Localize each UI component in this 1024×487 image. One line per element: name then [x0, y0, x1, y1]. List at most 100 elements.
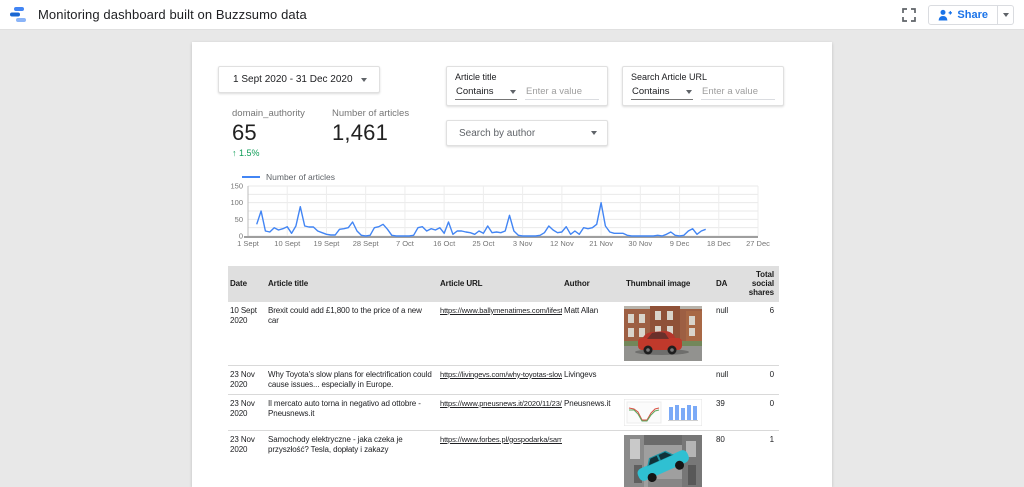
scorecard-label: domain_authority: [232, 108, 305, 119]
articles-time-series-chart[interactable]: 0 50 100 150 1 Sept 10 Sept 19 Sept 28 Sept 7 Oc…: [212, 182, 770, 249]
legend-line-swatch: [242, 176, 260, 178]
table-row: 23 Nov 2020 Samochody elektryczne - jaka …: [228, 431, 779, 487]
article-author: Livingevs: [564, 369, 597, 379]
column-header[interactable]: Thumbnail image: [626, 279, 691, 289]
article-shares: 0: [769, 369, 774, 379]
svg-text:50: 50: [235, 215, 243, 224]
thumbnail-red-car-street: [624, 305, 708, 361]
article-date: 23 Nov 2020: [230, 398, 255, 418]
filter-operator-select[interactable]: Contains: [455, 85, 517, 100]
column-header[interactable]: DA: [716, 279, 728, 289]
article-author: [562, 431, 624, 487]
article-da: 39: [716, 398, 725, 408]
column-header[interactable]: Total social shares: [748, 270, 774, 298]
fullscreen-icon[interactable]: [902, 7, 917, 22]
svg-text:16 Oct: 16 Oct: [433, 239, 456, 248]
share-button-label: Share: [957, 8, 988, 21]
svg-text:0: 0: [239, 232, 243, 241]
column-header[interactable]: Article title: [268, 279, 309, 289]
filter-article-url: Search Article URL Contains: [622, 66, 784, 106]
article-date: 10 Sept 2020: [230, 305, 257, 325]
svg-text:1 Sept: 1 Sept: [237, 239, 260, 248]
article-thumbnail: [624, 366, 714, 394]
date-range-control[interactable]: 1 Sept 2020 - 31 Dec 2020: [218, 66, 380, 93]
scorecard-number-of-articles: Number of articles 1,461: [332, 108, 409, 146]
article-url-link[interactable]: https://www.ballymenatimes.com/lifestyl: [440, 305, 562, 315]
scorecard-value: 1,461: [332, 120, 389, 145]
column-header[interactable]: Date: [230, 279, 247, 289]
article-shares: 6: [769, 305, 774, 315]
filter-operator-value: Contains: [456, 86, 494, 97]
scorecard-label: Number of articles: [332, 108, 410, 119]
article-url-cell: https://www.forbes.pl/gospodarka/samoc: [438, 431, 562, 487]
article-date: 23 Nov 2020: [230, 434, 255, 454]
column-header[interactable]: Author: [564, 279, 590, 289]
svg-text:25 Oct: 25 Oct: [472, 239, 495, 248]
scorecard-change: ↑ 1.5%: [232, 148, 305, 158]
article-title: Samochody elektryczne - jaka czeka je pr…: [268, 434, 403, 454]
table-body: 10 Sept 2020 Brexit could add £1,800 to t…: [228, 302, 779, 487]
article-title: Brexit could add £1,800 to the price of …: [268, 305, 422, 325]
share-dropdown-button[interactable]: [998, 4, 1014, 25]
svg-text:12 Nov: 12 Nov: [550, 239, 574, 248]
table-row: 23 Nov 2020 Il mercato auto torna in nega…: [228, 395, 779, 431]
author-filter-select[interactable]: Search by author: [446, 120, 608, 146]
article-shares: 1: [769, 434, 774, 444]
share-button-group: Share: [928, 4, 1014, 25]
svg-text:27 Dec: 27 Dec: [746, 239, 770, 248]
scorecard-change-value: 1.5%: [239, 148, 260, 158]
filter-operator-select[interactable]: Contains: [631, 85, 693, 100]
chevron-down-icon: [1002, 12, 1009, 17]
filter-label: Article title: [455, 72, 497, 82]
article-author: Matt Allan: [564, 305, 599, 315]
scorecard-domain-authority: domain_authority 65 ↑ 1.5%: [232, 108, 305, 158]
svg-text:7 Oct: 7 Oct: [396, 239, 415, 248]
svg-text:30 Nov: 30 Nov: [628, 239, 652, 248]
report-page: 1 Sept 2020 - 31 Dec 2020 Article title …: [192, 42, 832, 487]
article-thumbnail: [624, 395, 714, 430]
article-date: 23 Nov 2020: [230, 369, 255, 389]
column-header[interactable]: Article URL: [440, 279, 483, 289]
up-arrow-icon: ↑: [232, 148, 237, 158]
filter-label: Search Article URL: [631, 72, 708, 82]
author-filter-label: Search by author: [459, 127, 536, 139]
svg-text:19 Sept: 19 Sept: [314, 239, 341, 248]
share-button[interactable]: Share: [928, 4, 998, 25]
article-da: 80: [716, 434, 725, 444]
article-shares: 0: [769, 398, 774, 408]
article-thumbnail: [624, 302, 714, 365]
article-url-link[interactable]: https://livingevs.com/why-toyotas-slow-: [440, 369, 562, 379]
chevron-down-icon: [591, 131, 597, 135]
filter-article-title: Article title Contains: [446, 66, 608, 106]
filter-value-input[interactable]: [701, 85, 775, 100]
chart-legend: Number of articles: [242, 172, 335, 182]
article-url-link[interactable]: https://www.forbes.pl/gospodarka/samoc: [440, 434, 562, 444]
app-header: Monitoring dashboard built on Buzzsumo d…: [0, 0, 1024, 30]
table-header-row: Date Article title Article URL Author Thumbn…: [228, 266, 779, 302]
article-author: Pneusnews.it: [564, 398, 611, 408]
filter-value-input[interactable]: [525, 85, 599, 100]
article-url-cell: https://www.ballymenatimes.com/lifestyl: [438, 302, 562, 365]
article-da: null: [716, 305, 729, 315]
thumbnail-blue-car-factory: [624, 434, 708, 487]
svg-text:150: 150: [230, 182, 243, 191]
date-range-value: 1 Sept 2020 - 31 Dec 2020: [233, 74, 353, 85]
chevron-down-icon: [686, 89, 692, 94]
table-row: 23 Nov 2020 Why Toyota's slow plans for e…: [228, 366, 779, 395]
chevron-down-icon: [510, 89, 516, 94]
article-thumbnail: [624, 431, 714, 487]
thumbnail-market-charts: [624, 398, 708, 426]
svg-text:28 Sept: 28 Sept: [353, 239, 380, 248]
article-url-link[interactable]: https://www.pneusnews.it/2020/11/23/il-: [440, 398, 562, 408]
person-add-icon: [939, 9, 953, 20]
filter-operator-value: Contains: [632, 86, 670, 97]
svg-text:18 Dec: 18 Dec: [707, 239, 731, 248]
svg-text:3 Nov: 3 Nov: [513, 239, 533, 248]
article-url-cell: https://livingevs.com/why-toyotas-slow-: [438, 366, 562, 394]
svg-text:9 Dec: 9 Dec: [670, 239, 690, 248]
article-title: Why Toyota's slow plans for electrificat…: [268, 369, 432, 389]
datastudio-logo-icon: [10, 7, 26, 22]
svg-text:100: 100: [230, 198, 243, 207]
article-title: Il mercato auto torna in negativo ad ott…: [268, 398, 421, 418]
